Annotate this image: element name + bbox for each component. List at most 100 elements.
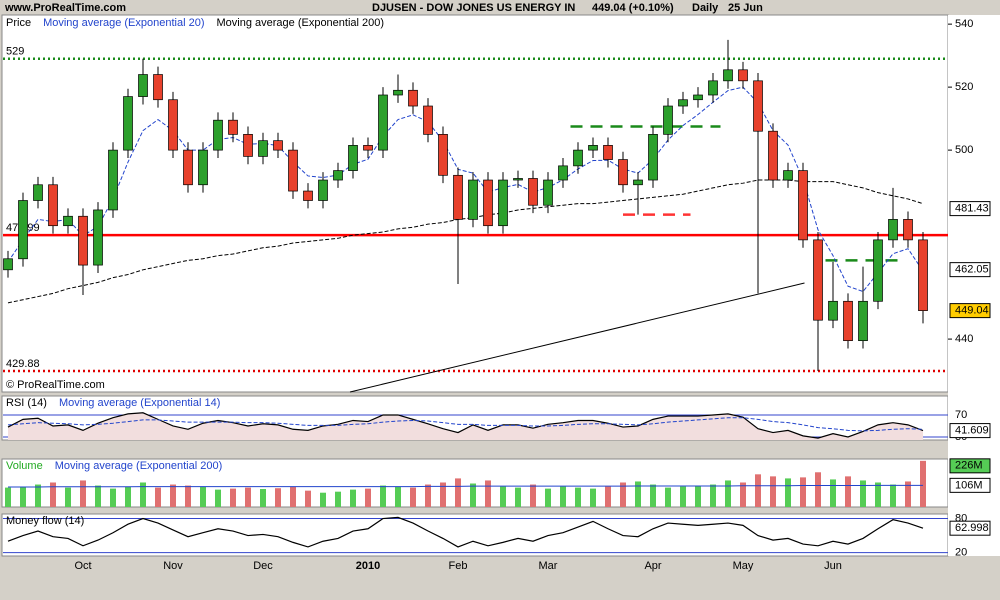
volume-bar	[20, 486, 26, 507]
x-tick-label: 2010	[356, 560, 380, 572]
volume-bar	[65, 487, 71, 507]
volume-bar	[770, 476, 776, 507]
candle-body	[438, 134, 448, 176]
volume-bar	[890, 484, 896, 507]
x-tick-label: May	[733, 560, 754, 572]
volume-bar	[35, 484, 41, 507]
candle-body	[213, 119, 223, 151]
candle-body	[78, 215, 88, 266]
volume-bar	[350, 489, 356, 507]
candle-body	[378, 94, 388, 151]
volume-bar	[635, 481, 641, 507]
legend-entry: Price	[6, 17, 31, 29]
candle-body	[723, 69, 733, 82]
volume-ma	[8, 484, 923, 488]
volume-bar	[125, 486, 131, 507]
candle-body	[288, 149, 298, 192]
candle-body	[498, 179, 508, 227]
legend-entry: RSI (14)	[6, 397, 47, 409]
ma-value: 481.43	[955, 203, 989, 215]
indicator-value: 62.998	[955, 522, 989, 534]
volume-bar	[335, 491, 341, 507]
candle-body	[198, 149, 208, 186]
x-tick-label: Apr	[644, 560, 661, 572]
volume-value-box	[949, 458, 991, 474]
legend-entry: Moving average (Exponential 20)	[43, 17, 204, 29]
volume-bar	[260, 489, 266, 507]
volume-bar	[500, 486, 506, 507]
indicator-value-box	[949, 423, 991, 439]
candle-body	[3, 258, 13, 271]
volume-bar	[875, 482, 881, 507]
volume-bar	[905, 481, 911, 507]
candle-body	[93, 209, 103, 266]
volume-bar	[605, 486, 611, 507]
x-tick-label: Dec	[253, 560, 273, 572]
volume-bar	[740, 482, 746, 507]
candle-body	[513, 178, 523, 181]
volume-bar	[545, 488, 551, 507]
volume-bar	[215, 489, 221, 507]
volume-bar	[50, 482, 56, 507]
candle-body	[648, 134, 658, 181]
volume-bar	[80, 480, 86, 507]
candle-body	[678, 99, 688, 107]
price-value-box	[949, 303, 991, 319]
candle-body	[873, 239, 883, 302]
x-tick-label: Oct	[74, 560, 91, 572]
candle-body	[543, 179, 553, 206]
candle-body	[228, 119, 238, 135]
candle-body	[888, 219, 898, 241]
volume-bar	[95, 485, 101, 507]
price-value: 449.04	[955, 305, 989, 317]
volume-bar	[185, 485, 191, 507]
candle-body	[318, 179, 328, 201]
candle-body	[708, 80, 718, 96]
candle-body	[303, 190, 313, 201]
candle-body	[168, 99, 178, 151]
ma-value-box	[949, 201, 991, 217]
volume-bar	[665, 487, 671, 507]
volume-bar	[530, 484, 536, 507]
candle-body	[558, 165, 568, 181]
y-tick-label: 540	[955, 18, 973, 30]
volume-bar	[560, 486, 566, 507]
volume-bar	[860, 480, 866, 507]
volume-bar	[830, 479, 836, 507]
candle-body	[843, 300, 853, 342]
candle-body	[393, 89, 403, 96]
volume-bar	[200, 486, 206, 507]
volume-bar	[575, 487, 581, 507]
volume-bar	[680, 486, 686, 507]
volume-bar	[440, 482, 446, 507]
y-tick-label: 500	[955, 144, 973, 156]
volume-bar	[650, 484, 656, 507]
candle-body	[528, 178, 538, 206]
candle-body	[828, 300, 838, 321]
volume-bar	[485, 480, 491, 507]
candle-body	[33, 184, 43, 201]
volume-bar	[920, 460, 926, 507]
candle-body	[183, 149, 193, 186]
drawn-line	[349, 282, 805, 393]
area	[8, 412, 923, 440]
volume-bar	[155, 487, 161, 507]
candle-body	[738, 69, 748, 82]
candle-body	[588, 145, 598, 151]
volume-bar	[170, 484, 176, 507]
volume-bar	[455, 478, 461, 507]
volume-bar	[695, 485, 701, 507]
candle-body	[633, 179, 643, 186]
candle-body	[153, 74, 163, 101]
candle-body	[468, 179, 478, 220]
volume-bar	[230, 488, 236, 507]
volume-value: 226M	[955, 460, 983, 472]
moving-average	[7, 86, 924, 293]
period: Daily	[692, 2, 719, 14]
candle-body	[798, 170, 808, 241]
candle-body	[258, 140, 268, 157]
volume-bar	[5, 487, 11, 507]
last-price: 449.04 (+0.10%)	[592, 2, 674, 14]
volume-bar	[320, 492, 326, 507]
